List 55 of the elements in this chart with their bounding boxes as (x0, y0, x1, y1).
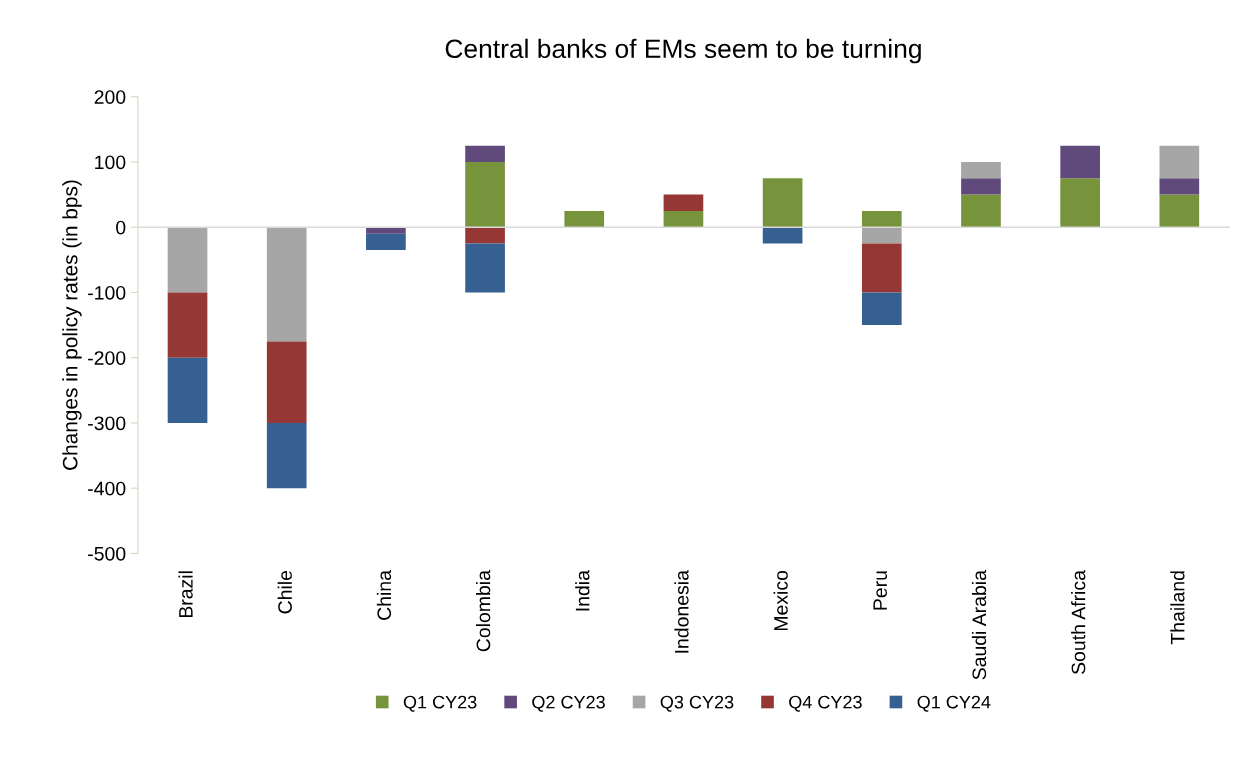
legend-label: Q1 CY23 (403, 695, 477, 712)
bar (663, 194, 704, 211)
bar (564, 210, 605, 228)
x-tick-label: Thailand (1170, 571, 1185, 645)
x-tick-label: South Africa (1071, 570, 1086, 675)
y-tick-label: -500 (88, 546, 126, 561)
bar (266, 341, 307, 423)
y-tick-label: 200 (94, 90, 126, 104)
x-tick-label: Colombia (476, 570, 491, 652)
x-tick-label: Mexico (773, 570, 788, 631)
bar (961, 194, 1001, 228)
bar (762, 178, 803, 228)
x-tick-label: Indonesia (674, 570, 689, 653)
bar (861, 292, 902, 326)
y-tick-label: -200 (88, 351, 126, 365)
y-tick-label: 100 (95, 155, 126, 170)
x-tick-label: Peru (873, 571, 888, 610)
x-tick-label: Chile (277, 570, 292, 614)
bar (961, 161, 1001, 179)
bar (1060, 145, 1100, 179)
bar (1159, 194, 1200, 228)
y-tick-label: 0 (116, 220, 126, 235)
bar (465, 161, 505, 228)
bar (266, 227, 307, 342)
bar (762, 227, 803, 244)
bar (167, 227, 208, 293)
bar (1159, 178, 1200, 195)
x-tick-label: Brazil (178, 571, 193, 618)
bar (861, 227, 902, 244)
legend-label: Q4 CY23 (789, 695, 862, 712)
bar (1159, 145, 1200, 179)
bar (167, 292, 208, 358)
y-axis-title: Changes in policy rates (in bps) (62, 180, 82, 470)
x-tick-label: India (575, 570, 590, 611)
bar (167, 357, 208, 423)
bar (465, 145, 505, 162)
x-tick-label: Saudi Arabia (971, 570, 987, 680)
chart-title: Central banks of EMs seem to be turning (445, 38, 921, 64)
bar (465, 243, 505, 293)
bar (961, 178, 1001, 195)
y-tick-label: -100 (88, 285, 126, 300)
legend-label: Q3 CY23 (660, 695, 734, 712)
bar (861, 210, 902, 228)
legend-label: Q1 CY24 (917, 695, 991, 712)
bar (266, 422, 307, 489)
bar (366, 227, 406, 234)
bar (366, 233, 406, 251)
bar (465, 227, 505, 244)
bar (861, 243, 902, 293)
bar (1060, 178, 1100, 228)
y-tick-label: -300 (88, 416, 126, 431)
bar (663, 210, 704, 228)
y-tick-label: -400 (88, 481, 126, 496)
x-tick-label: China (376, 570, 392, 620)
legend-label: Q2 CY23 (532, 695, 605, 712)
